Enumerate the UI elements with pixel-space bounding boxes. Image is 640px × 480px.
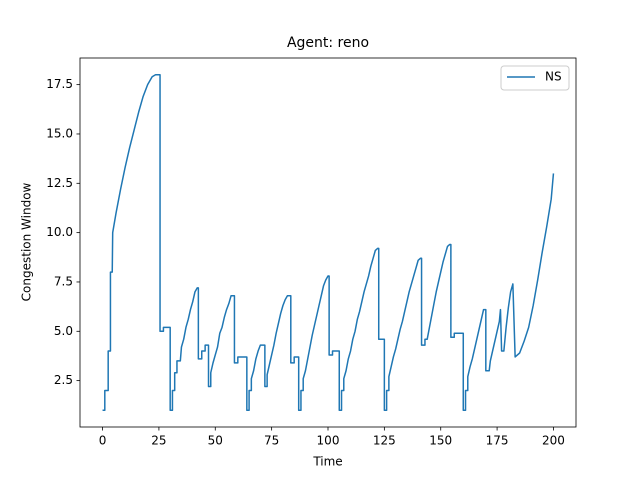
x-tick-label: 100 [317, 434, 340, 448]
y-tick-label: 10.0 [46, 225, 73, 239]
y-tick-label: 15.0 [46, 126, 73, 140]
data-line [102, 74, 555, 411]
x-tick-label: 0 [99, 434, 107, 448]
plot-area [102, 74, 555, 411]
y-tick-label: 2.5 [54, 373, 73, 387]
chart-title: Agent: reno [287, 35, 369, 51]
x-tick-label: 150 [429, 434, 452, 448]
y-tick-label: 17.5 [46, 77, 73, 91]
y-tick-label: 12.5 [46, 176, 73, 190]
legend: NS [500, 65, 570, 91]
x-tick-label: 125 [373, 434, 396, 448]
x-tick-label: 50 [208, 434, 223, 448]
y-axis-label: Congestion Window [20, 182, 34, 301]
x-tick-label: 75 [264, 434, 279, 448]
legend-label: NS [545, 70, 562, 84]
y-tick-label: 7.5 [54, 274, 73, 288]
x-tick-label: 175 [486, 434, 509, 448]
legend-box [500, 65, 570, 91]
y-tick-label: 5.0 [54, 324, 73, 338]
x-axis-label: Time [312, 455, 342, 469]
x-tick-label: 25 [151, 434, 166, 448]
x-tick-label: 200 [542, 434, 565, 448]
